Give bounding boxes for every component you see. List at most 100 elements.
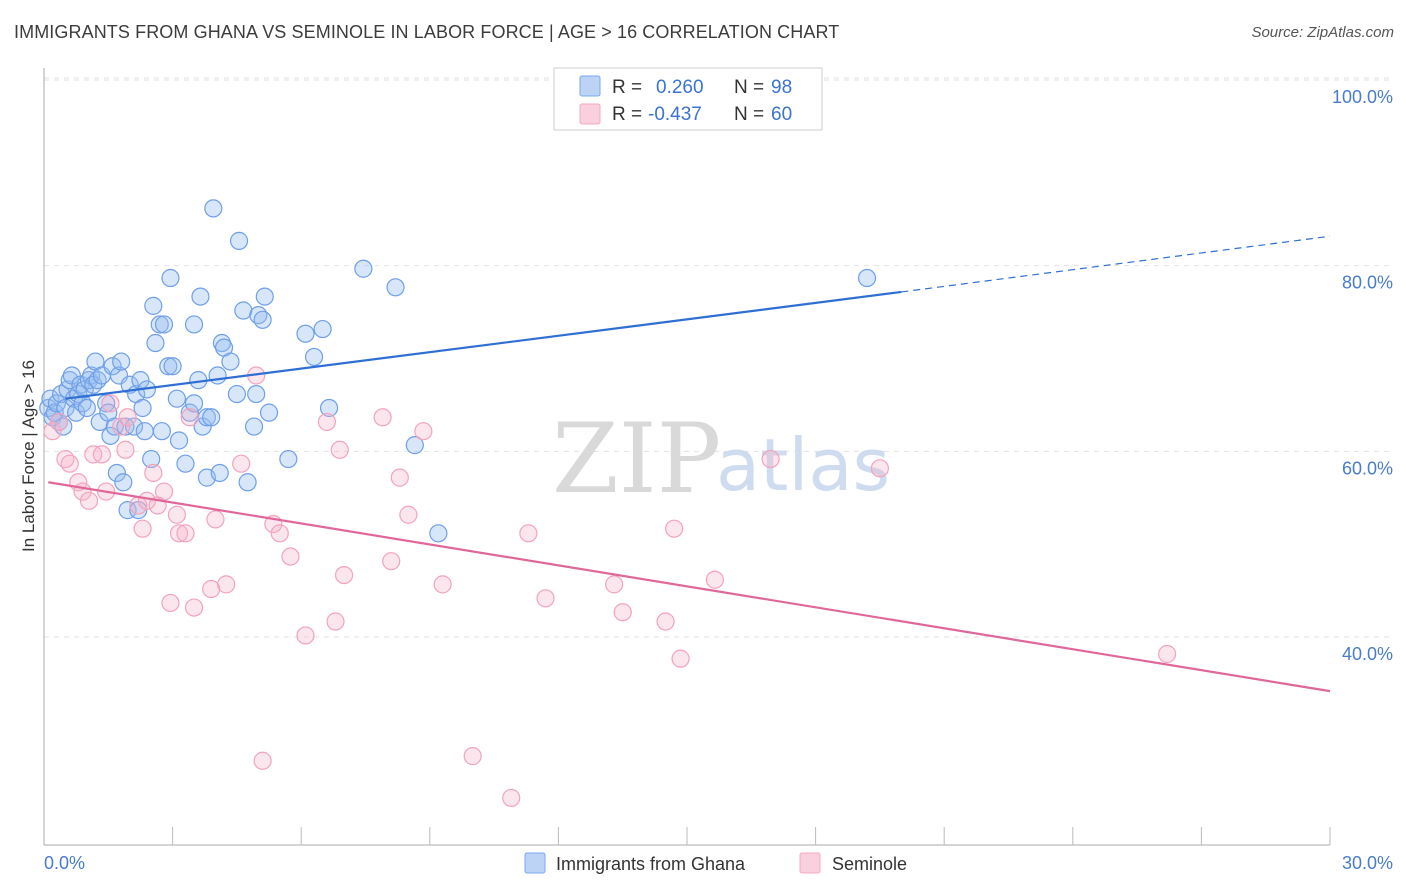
ghana-point [238,473,257,492]
ghana-point [212,333,231,353]
ghana-point [135,422,154,441]
seminole-point [296,626,315,645]
y-tick-label: 60.0% [1342,458,1393,478]
y-tick-label: 80.0% [1342,273,1393,293]
seminole-point [463,747,482,766]
ghana-point [253,310,272,329]
ghana-point [180,403,199,422]
stats-legend: R = 0.260 N = 98 R = -0.437 N = 60 [553,67,823,131]
seminole-point [536,589,555,608]
x-axis-ticks [172,827,1331,845]
seminole-point [502,788,521,807]
ghana-point [279,449,298,469]
seminole-point [433,575,452,594]
ghana-point [244,417,264,436]
chart-title: IMMIGRANTS FROM GHANA VS SEMINOLE IN LAB… [14,22,840,42]
ghana-point [133,398,152,418]
seminole-point [665,519,684,538]
seminole-point [184,598,204,617]
seminole-point [281,547,300,566]
y-axis-tick-labels: 40.0% 60.0% 80.0% 100.0% [1332,87,1393,664]
ghana-point [429,524,448,543]
watermark: ZIP atlas [552,403,890,515]
stats-r-value-seminole: -0.437 [648,104,702,125]
ghana-point [169,431,189,450]
ghana-point [176,454,195,473]
stats-r-label-seminole: R = [612,104,642,125]
seminole-point [326,612,345,631]
seminole-point [330,440,349,459]
seminole-point [761,449,780,469]
seminole-point [613,603,632,622]
seminole-point [79,491,99,510]
seminole-point [202,579,221,599]
ghana-point [146,333,165,353]
seminole-point [519,524,538,543]
ghana-point [144,296,163,315]
seminole-point [60,454,79,473]
ghana-point [184,394,204,413]
seminole-point [656,612,675,631]
seminole-point [382,552,401,571]
ghana-point [118,501,137,520]
stats-n-label-ghana: N = [734,77,764,98]
ghana-point [159,357,178,376]
ghana-point [208,366,227,385]
ghana-point [191,287,210,306]
ghana-point [255,287,274,306]
ghana-point [184,315,204,334]
ghana-point [313,319,332,339]
legend-label-ghana: Immigrants from Ghana [556,854,746,874]
seminole-point [176,524,195,543]
y-tick-label: 40.0% [1342,644,1393,664]
seminole-point [399,505,418,524]
ghana-point [221,352,240,371]
series-legend: Immigrants from Ghana Seminole [524,852,907,874]
ghana-point [204,199,223,218]
seminole-point [144,463,163,483]
ghana-point [142,449,161,469]
seminole-trend-line [48,481,1331,693]
ghana-point [60,371,79,390]
seminole-point [1158,644,1177,664]
seminole-point [116,440,135,459]
stats-r-label-ghana: R = [612,77,642,98]
ghana-point [296,324,315,343]
stats-n-label-seminole: N = [734,104,764,125]
ghana-point [67,403,86,422]
stats-legend-swatch-seminole [579,103,601,125]
source-credit: Source: ZipAtlas.com [1251,24,1394,41]
seminole-point [270,524,289,543]
seminole-point [232,454,251,473]
seminole-point [253,751,272,770]
ghana-point [227,384,246,404]
seminole-point [169,524,189,543]
watermark-zip: ZIP [552,403,721,515]
ghana-point [857,268,877,288]
y-axis-label: In Labor Force | Age > 16 [19,360,38,552]
ghana-point [105,417,124,436]
x-tick-label-min: 0.0% [44,853,85,873]
stats-n-value-ghana: 98 [771,77,792,98]
ghana-point [47,394,66,413]
ghana-point [103,357,122,376]
x-tick-label-max: 30.0% [1342,853,1393,873]
ghana-point [124,417,144,436]
legend-label-seminole: Seminole [832,854,907,874]
y-tick-label: 100.0% [1332,87,1393,107]
seminole-point [206,510,225,529]
seminole-point [605,575,624,594]
ghana-point [259,403,279,422]
ghana-point [107,463,126,483]
seminole-point [180,408,199,427]
grid-lines [44,77,1392,638]
seminole-point [118,408,137,427]
ghana-point [161,268,180,288]
seminole-point [43,422,62,441]
seminole-point [390,468,409,487]
seminole-point [334,565,354,585]
seminole-point [167,505,186,524]
seminole-point [112,417,131,436]
ghana-point [114,473,133,492]
